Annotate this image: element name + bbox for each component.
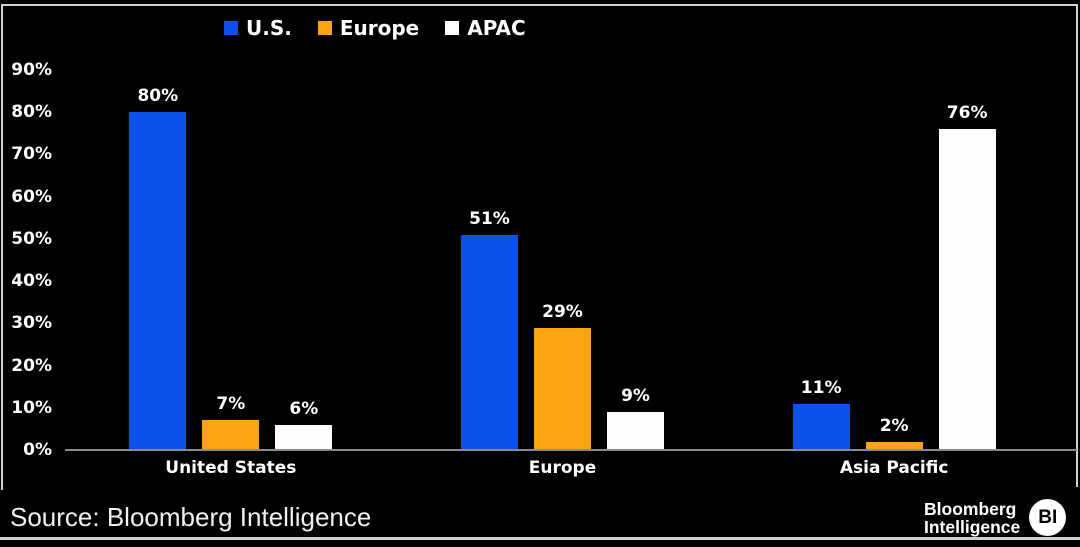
y-axis-tick-label: 60%	[11, 186, 52, 207]
brand-line1: Bloomberg	[924, 498, 1017, 519]
bar	[461, 234, 518, 450]
y-axis-tick-label: 10%	[11, 397, 52, 418]
frame-border-right	[1076, 4, 1078, 487]
x-axis-category-label: Europe	[528, 458, 597, 478]
bar	[275, 424, 333, 450]
y-axis-tick-label: 70%	[11, 144, 52, 165]
legend-item: APAC	[445, 16, 526, 40]
y-axis-tick-label: 0%	[23, 440, 52, 460]
y-axis-tick-label: 40%	[11, 271, 52, 292]
bar-value-label: 11%	[800, 377, 842, 398]
frame-border-bottom	[0, 537, 1080, 540]
legend-swatch-icon	[224, 21, 238, 35]
bloomberg-intelligence-logo: Bloomberg Intelligence BI	[924, 499, 1067, 536]
bar-value-label: 29%	[542, 301, 583, 322]
bar-value-label: 6%	[289, 398, 319, 419]
brand-text: Bloomberg Intelligence	[924, 500, 1020, 536]
y-axis-tick-label: 80%	[11, 102, 52, 123]
bar	[607, 412, 664, 450]
bar	[792, 403, 850, 450]
frame-border-top	[3, 4, 1077, 6]
bar-value-label: 76%	[946, 103, 988, 124]
y-axis-tick-label: 90%	[11, 60, 52, 80]
bar	[202, 420, 260, 450]
x-axis-category-label: Asia Pacific	[839, 458, 949, 478]
bar	[938, 129, 996, 450]
bar-value-label: 51%	[469, 208, 510, 229]
bar-value-label: 80%	[137, 86, 179, 107]
y-axis-tick-label: 30%	[11, 313, 52, 334]
legend-label: APAC	[467, 16, 526, 40]
legend-swatch-icon	[445, 21, 460, 35]
bar-value-label: 7%	[216, 394, 246, 415]
legend-item: Europe	[317, 16, 420, 40]
x-axis-line	[65, 449, 1077, 451]
legend-swatch-icon	[317, 21, 332, 35]
bi-badge: BI	[1029, 499, 1067, 536]
legend-item: U.S.	[224, 17, 292, 39]
y-axis-tick-label: 50%	[11, 228, 52, 249]
frame-border-left	[1, 4, 3, 490]
bar	[865, 441, 923, 450]
source-text: Source: Bloomberg Intelligence	[10, 502, 372, 532]
brand-line2: Intelligence	[924, 516, 1021, 537]
legend-label: Europe	[339, 16, 420, 40]
chart-legend: U.S. Europe APAC	[224, 17, 526, 39]
bar	[129, 112, 187, 450]
bar-value-label: 2%	[879, 415, 909, 436]
x-axis-category-label: United States	[165, 458, 297, 478]
y-axis-tick-label: 20%	[11, 355, 52, 376]
legend-label: U.S.	[246, 16, 292, 40]
bar	[534, 327, 591, 450]
bar-value-label: 9%	[621, 386, 650, 406]
